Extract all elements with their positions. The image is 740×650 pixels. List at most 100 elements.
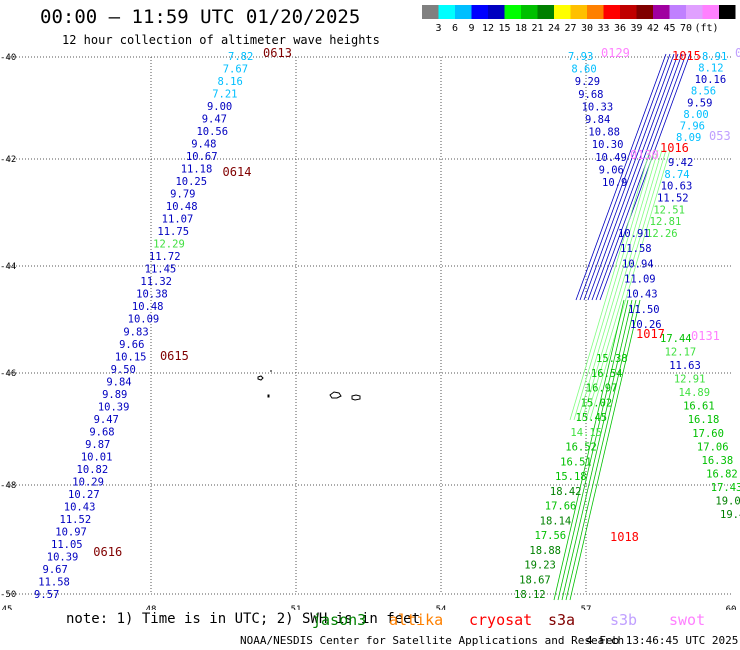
left-track-value: 10.56 xyxy=(196,126,228,138)
track-value: 15.38 xyxy=(596,353,628,365)
track-value: 9.59 xyxy=(687,97,712,109)
left-track-value: 10.48 xyxy=(132,301,164,313)
track-value: 14.15 xyxy=(570,427,602,439)
satellite-track-line xyxy=(573,149,655,421)
color-scale-label: 21 xyxy=(531,23,543,33)
color-scale-label: 24 xyxy=(548,23,560,33)
island-coastline xyxy=(257,370,361,401)
page-subtitle: 12 hour collection of altimeter wave hei… xyxy=(62,33,380,47)
axis-labels: 45 48 51 54 57 60 -40 -42 -44 -46 -48 -50 xyxy=(0,53,736,610)
left-track-value: 11.72 xyxy=(149,251,181,263)
s3b-time-label: 053 xyxy=(709,129,731,143)
track-value: 17.44 xyxy=(660,333,692,345)
satellite-track-line xyxy=(577,149,659,421)
track-value: 19.06 xyxy=(715,495,740,507)
left-track-value: 10.01 xyxy=(81,451,113,463)
cryosat-time-label: 1018 xyxy=(610,530,639,544)
track-value: 12.91 xyxy=(674,374,706,386)
color-scale-label: 33 xyxy=(597,23,609,33)
left-track-value: 9.00 xyxy=(207,101,232,113)
satellite-tracks xyxy=(553,53,691,601)
left-track-value: 9.67 xyxy=(43,564,68,576)
satellite-track-line xyxy=(569,299,641,601)
track-value: 15.02 xyxy=(581,397,613,409)
track-value: 16.51 xyxy=(560,456,592,468)
track-value: 16.38 xyxy=(702,455,734,467)
track-value: 18.42 xyxy=(550,486,582,498)
satellite-track-line xyxy=(595,53,687,301)
track-value: 12.26 xyxy=(646,228,678,240)
cryosat-time-label: 1015 xyxy=(672,49,701,63)
color-scale-label: 15 xyxy=(498,23,510,33)
lon-label: 54 xyxy=(436,605,447,610)
track-value: 14.89 xyxy=(678,387,710,399)
lat-label: -44 xyxy=(0,262,16,272)
color-scale-label: 9 xyxy=(468,23,474,33)
satellite-track-line xyxy=(579,53,671,301)
track-value: 11.58 xyxy=(620,243,652,255)
swot-time-label: 0129 xyxy=(601,46,630,60)
left-track-value: 9.84 xyxy=(106,376,131,388)
track-value: 15.18 xyxy=(555,471,587,483)
color-swatch xyxy=(587,5,604,19)
color-scale-label: 30 xyxy=(581,23,593,33)
left-track-value: 7.67 xyxy=(223,64,248,76)
satellite-track-line xyxy=(587,53,679,301)
left-track-value: 11.18 xyxy=(181,164,213,176)
color-scale-label: 6 xyxy=(452,23,458,33)
satellite-track-line xyxy=(599,53,691,301)
left-track-value: 10.67 xyxy=(186,151,218,163)
color-scale-unit: (ft) xyxy=(694,23,718,33)
satellite-track-line xyxy=(557,299,629,601)
track-value: 19.46 xyxy=(720,509,740,521)
left-track-value: 11.05 xyxy=(51,539,83,551)
cryosat-time-label: 1017 xyxy=(636,327,665,341)
track-value: 18.67 xyxy=(519,574,551,586)
color-swatch xyxy=(537,5,554,19)
color-swatch xyxy=(554,5,571,19)
track-value: 11.09 xyxy=(624,274,656,286)
lon-label: 57 xyxy=(581,605,592,610)
color-swatch xyxy=(422,5,439,19)
track-value: 18.88 xyxy=(529,545,561,557)
track-value: 11.52 xyxy=(657,193,689,205)
left-track-value: 9.87 xyxy=(85,439,110,451)
track-value: 16.18 xyxy=(688,414,720,426)
track-value: 8.91 xyxy=(702,51,727,63)
track-value: 9.84 xyxy=(585,114,610,126)
track-value: 12.81 xyxy=(650,216,682,228)
satellite-track-line xyxy=(581,149,663,421)
island-outline xyxy=(351,394,361,401)
satellite-track-line xyxy=(583,53,675,301)
color-scale-label: 18 xyxy=(515,23,527,33)
track-value: 10.16 xyxy=(695,74,727,86)
left-track-value: 10.39 xyxy=(47,551,79,563)
left-track-value: 9.57 xyxy=(34,589,59,601)
island-outline xyxy=(329,391,342,399)
wave-height-map: 45 48 51 54 57 60-40-42-44-46-48-50 7.827.678… xyxy=(0,46,740,610)
island-outline xyxy=(257,375,264,381)
track-value: 17.60 xyxy=(692,428,724,440)
track-value: 16.54 xyxy=(591,368,623,380)
color-scale-label: 3 xyxy=(435,23,441,33)
left-track-value: 12.29 xyxy=(153,239,185,251)
satellite-track-line xyxy=(565,299,637,601)
lat-label: -46 xyxy=(0,369,16,379)
left-track-time: 0614 xyxy=(223,165,252,179)
lat-label: -48 xyxy=(0,481,16,491)
track-value: 8.00 xyxy=(683,109,708,121)
color-scale-label: 39 xyxy=(630,23,642,33)
satellite-track-line xyxy=(569,149,651,421)
left-track-value: 9.50 xyxy=(111,364,136,376)
color-swatch xyxy=(686,5,703,19)
track-value: 11.63 xyxy=(669,360,701,372)
color-swatch xyxy=(719,5,736,19)
left-track-value: 7.82 xyxy=(228,51,253,63)
track-value: 9.29 xyxy=(575,76,600,88)
color-swatch xyxy=(455,5,472,19)
legend-cryosat: cryosat xyxy=(469,611,533,629)
track-value: 12.51 xyxy=(653,204,685,216)
left-track-value: 9.48 xyxy=(191,139,216,151)
left-track-value: 11.52 xyxy=(60,514,92,526)
color-swatch xyxy=(488,5,505,19)
